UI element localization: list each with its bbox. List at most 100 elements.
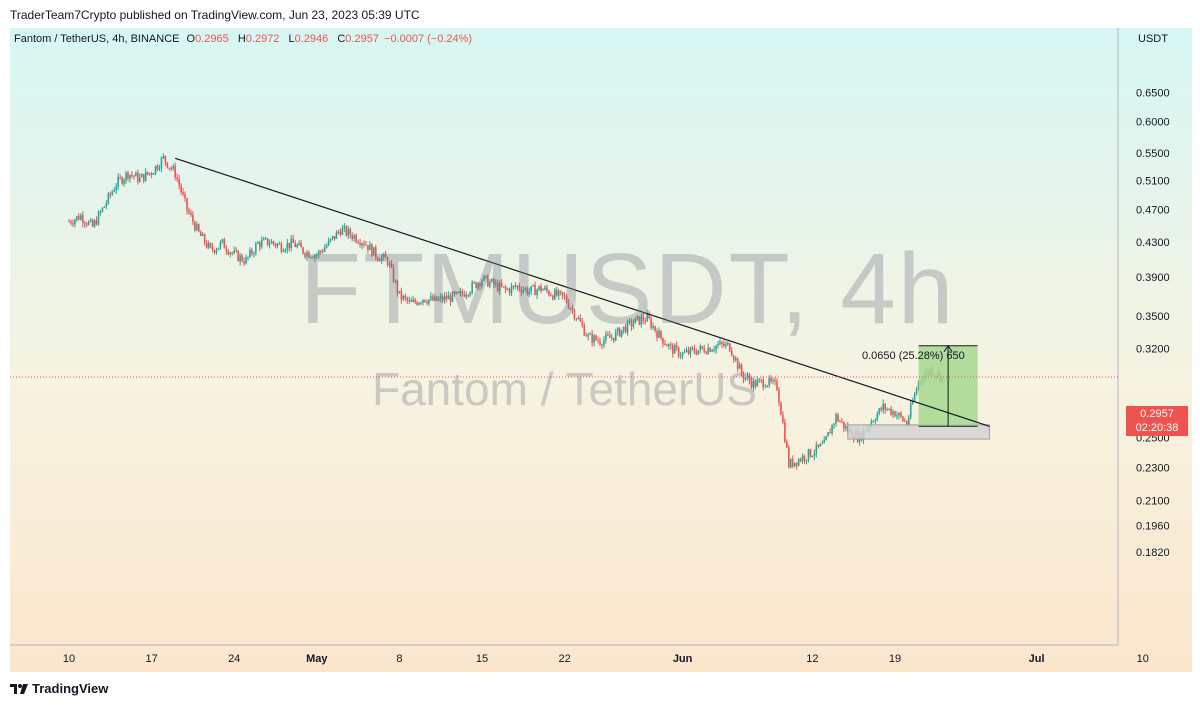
candle-body [709,347,711,352]
candle-body [194,222,196,231]
candle-body [603,339,605,346]
candle-body [410,299,412,302]
candle-body [133,175,135,177]
price-tick-label: 0.6500 [1136,88,1170,100]
open-label: O [186,33,196,45]
candle-body [170,167,173,169]
candle-body [721,341,723,344]
price-chart[interactable]: 0.18200.19600.21000.23000.25000.27000.32… [0,0,1200,672]
candle-body [817,444,820,447]
candle-body [907,417,910,425]
candle-body [585,335,588,337]
price-tick-label: 0.1820 [1136,547,1170,559]
candle-body [449,295,452,302]
candle-body [756,380,759,387]
candle-body [178,179,180,186]
candle-body [526,288,529,295]
candle-body [628,320,631,322]
candle-body [536,289,538,296]
candle-body [746,376,749,378]
candle-body [258,242,261,248]
candle-body [109,193,112,195]
candle-body [493,279,495,285]
candle-body [292,238,294,243]
candle-body [611,337,613,339]
candle-body [290,238,293,249]
candle-body [97,212,100,225]
candle-body [697,350,700,355]
candle-body [445,295,448,300]
candle-body [591,333,593,343]
time-tick-label: 22 [558,653,570,665]
candle-body [791,459,794,467]
candle-body [691,347,694,349]
tradingview-logo[interactable]: TradingView [10,681,108,696]
candle-body [215,249,218,253]
candle-body [158,168,161,170]
candle-body [748,376,751,381]
candle-body [245,257,247,264]
candle-body [400,291,403,300]
candle-body [239,255,241,262]
candle-body [622,326,625,331]
candle-body [707,347,709,354]
candle-body [80,215,82,220]
candle-body [797,459,800,466]
candle-body [412,299,414,302]
candle-body [624,326,627,333]
candle-body [278,243,281,245]
candle-body [699,346,702,351]
candle-body [196,224,198,231]
candle-body [530,286,532,292]
candle-body [607,334,609,336]
candle-body [888,408,890,410]
candle-body [809,449,812,457]
candle-body [717,344,719,346]
bar-countdown: 02:20:38 [1135,422,1179,434]
candle-body [795,462,798,466]
candle-body [587,334,589,337]
downtrend-line[interactable] [175,157,990,427]
candle-body [129,174,131,179]
candle-body [650,318,652,328]
candle-body [107,193,110,204]
candle-body [687,350,690,354]
candle-body [823,439,825,444]
candle-body [426,302,428,304]
candle-body [192,214,194,223]
candle-body [569,308,572,310]
candle-body [209,243,212,247]
candle-body [675,345,678,348]
candle-body [268,243,271,245]
candle-body [319,250,322,252]
support-zone-box[interactable] [847,424,990,440]
candle-body [276,243,279,247]
candle-body [288,242,291,249]
candle-body [144,171,147,182]
candle-body [398,291,401,293]
candle-body [571,308,574,310]
candle-body [730,350,733,356]
candle-body [266,238,269,245]
candle-body [396,280,399,293]
candle-body [335,231,338,239]
candle-body [430,296,432,300]
candle-body [343,226,346,229]
candle-body [557,290,560,296]
candle-body [512,285,515,287]
candle-body [630,320,633,327]
candle-body [616,328,619,332]
candle-body [892,411,894,415]
candle-body [876,413,879,421]
candle-body [786,441,788,448]
candle-body [272,241,275,244]
candle-body [626,321,629,333]
candle-body [673,345,676,354]
symbol-legend: Fantom / TetherUS, 4h, BINANCE O0.2965 H… [14,33,474,45]
price-tick-label: 0.5500 [1136,148,1170,160]
candle-body [298,242,300,245]
candle-body [432,296,434,301]
candle-body [441,296,444,301]
candle-body [736,358,739,369]
candle-body [447,295,450,300]
